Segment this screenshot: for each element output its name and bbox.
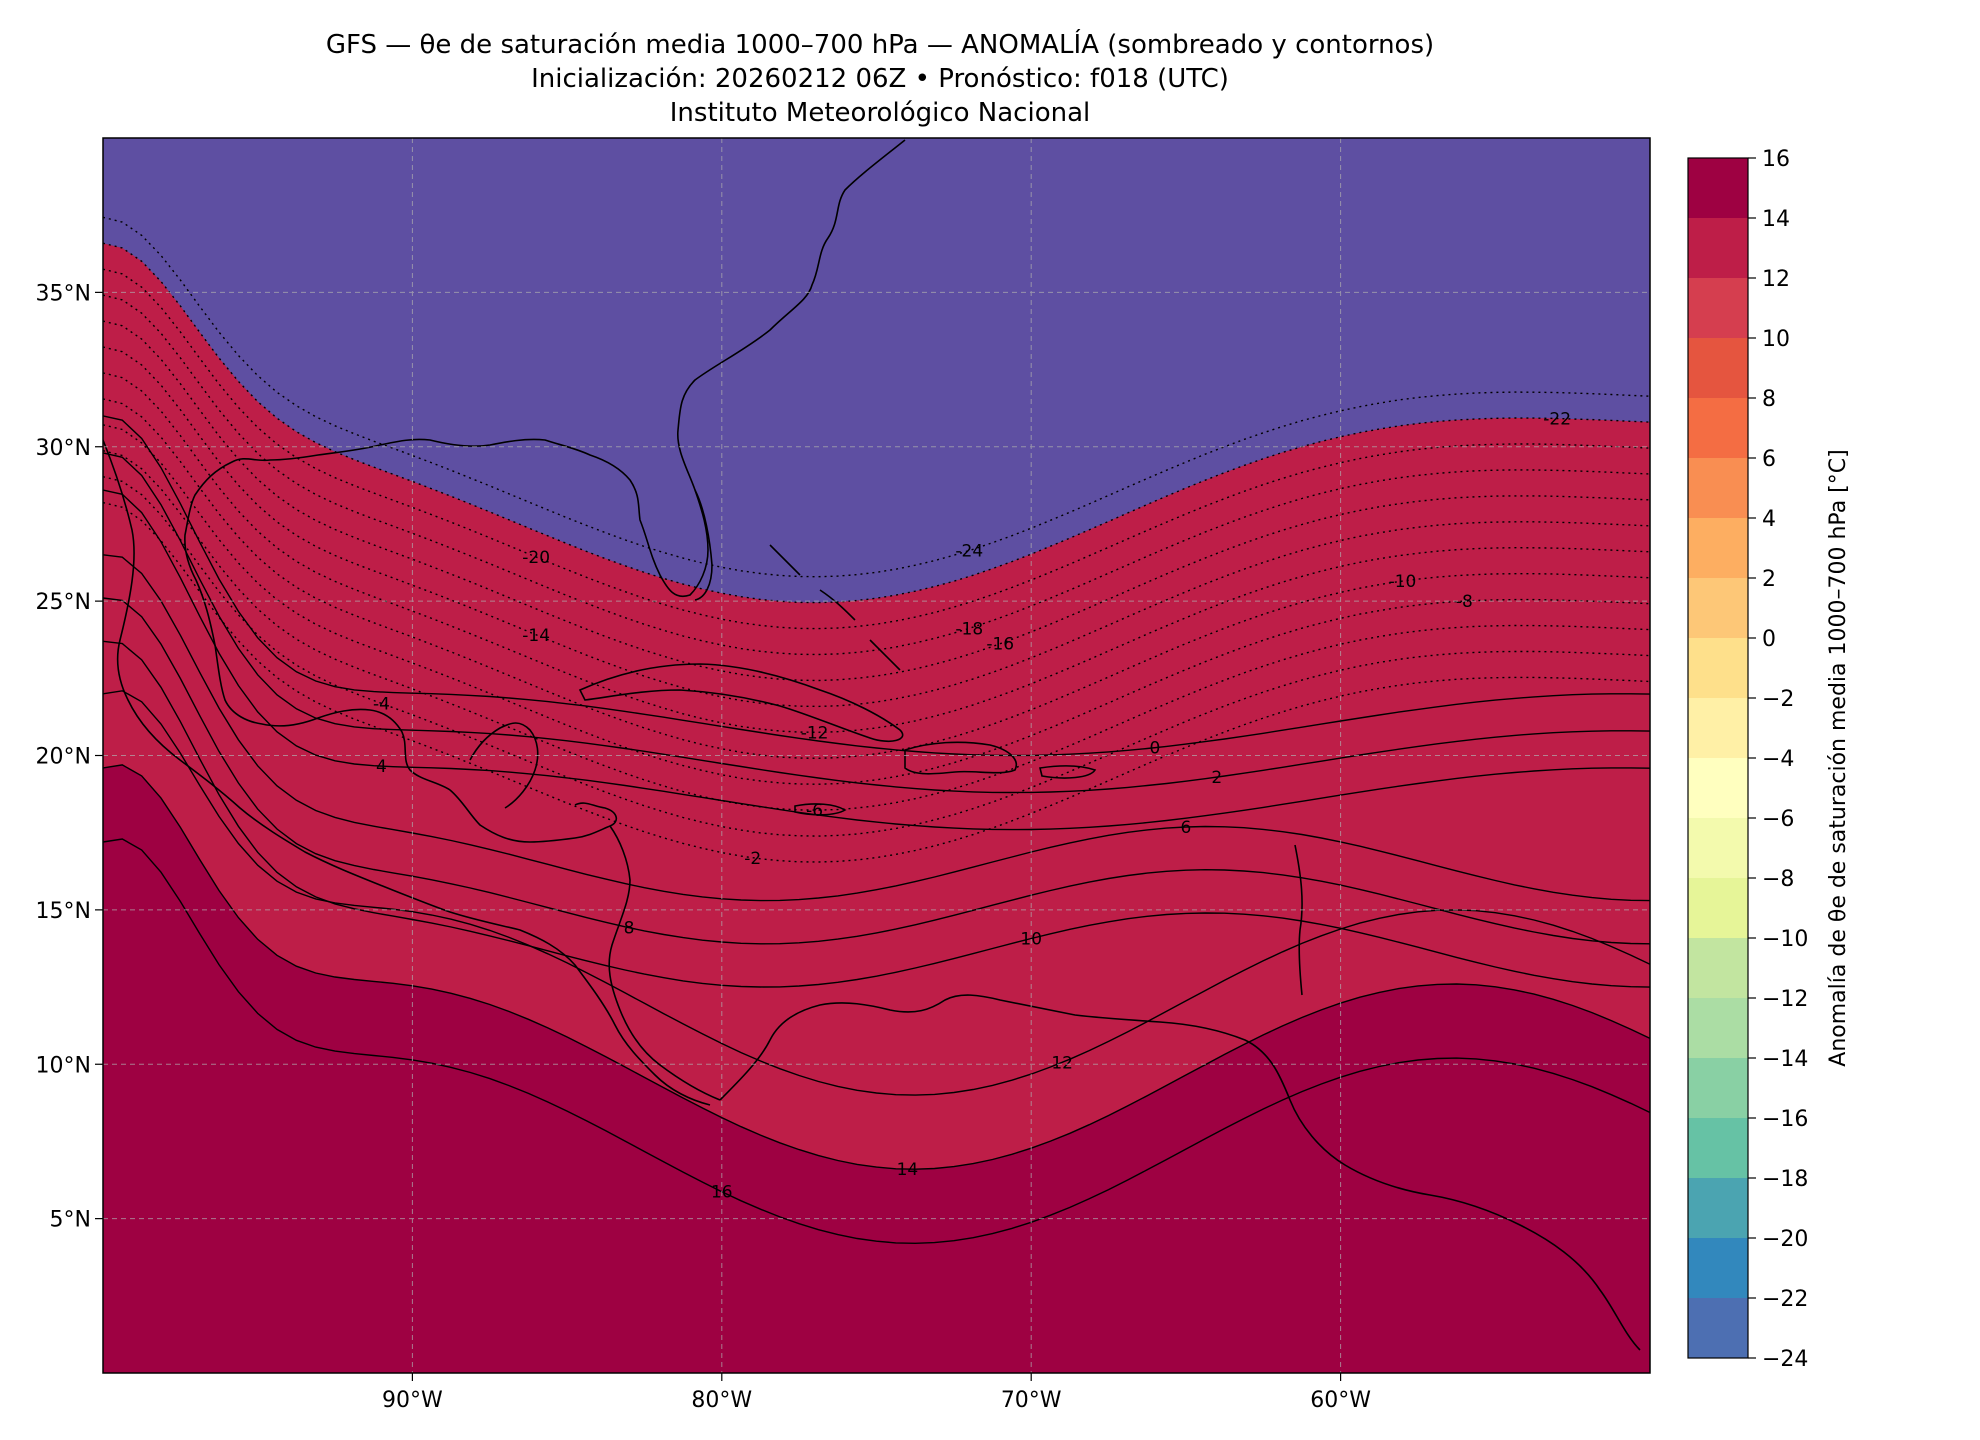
contour-label: 0 [1150, 739, 1161, 759]
lat-tick-label: 35°N [36, 281, 91, 306]
map-panel: -24-22-20-18-16-14-12-10-8-6-4-202468101… [36, 137, 1651, 1413]
colorbar-tick-label: −16 [1762, 1107, 1808, 1132]
contour-line [103, 597, 1650, 945]
contour-label: -18 [955, 619, 983, 639]
lat-tick-label: 5°N [50, 1208, 91, 1233]
lat-tick-label: 25°N [36, 590, 91, 615]
contour-line [103, 764, 1650, 1170]
contour-label: -10 [1389, 572, 1417, 592]
colorbar-tick-label: −24 [1762, 1347, 1808, 1372]
colorbar-tick-label: 10 [1762, 327, 1790, 352]
colorbar-tick-label: 14 [1762, 207, 1790, 232]
colorbar-tick-label: −4 [1762, 747, 1794, 772]
lat-tick-label: 15°N [36, 899, 91, 924]
colorbar-tick-label: −10 [1762, 927, 1808, 952]
colorbar-tick-label: −22 [1762, 1287, 1808, 1312]
colorbar-ticks: 16 14 12 10 8 6 4 2 0 −2 −4 −6 −8 −10 −12 −14 −16 −18 −20 −… [1748, 147, 1808, 1372]
contour-label: -20 [522, 548, 550, 568]
colorbar-band [1688, 998, 1748, 1059]
contour-label: -14 [522, 626, 550, 646]
colorbar-tick-label: 12 [1762, 267, 1790, 292]
colorbar-band [1688, 218, 1748, 279]
contour-label: -24 [955, 542, 983, 562]
lat-tick-label: 10°N [36, 1053, 91, 1078]
colorbar-band [1688, 458, 1748, 519]
colorbar-bands [1688, 158, 1748, 1359]
contour-label: -6 [806, 801, 823, 821]
colorbar-band [1688, 278, 1748, 339]
colorbar-tick-label: 2 [1762, 567, 1776, 592]
contour-label: 12 [1051, 1053, 1073, 1073]
colorbar-band [1688, 578, 1748, 639]
contour-label: 2 [1211, 768, 1222, 788]
colorbar-tick-label: 16 [1762, 147, 1790, 172]
contour-label: -12 [801, 723, 829, 743]
colorbar-tick-label: −8 [1762, 867, 1794, 892]
colorbar-band [1688, 518, 1748, 579]
colorbar-band [1688, 1178, 1748, 1239]
colorbar-band [1688, 1298, 1748, 1359]
colorbar-label: Anomalía de θe de saturación media 1000–… [1826, 449, 1851, 1066]
colorbar-band [1688, 878, 1748, 939]
colorbar-tick-label: −20 [1762, 1227, 1808, 1252]
contour-line [103, 554, 1650, 902]
figure-title: GFS — θe de saturación media 1000–700 hP… [100, 28, 1660, 130]
colorbar-tick-label: −14 [1762, 1047, 1808, 1072]
colorbar-band [1688, 698, 1748, 759]
colorbar-tick-label: 8 [1762, 387, 1776, 412]
lon-tick-label: 80°W [691, 1388, 752, 1413]
contour-label: -22 [1543, 410, 1571, 430]
colorbar-tick-label: 6 [1762, 447, 1776, 472]
colorbar: 16 14 12 10 8 6 4 2 0 −2 −4 −6 −8 −10 −12 −14 −16 −18 −20 −… [1687, 147, 1851, 1372]
contour-label: 4 [376, 757, 387, 777]
lon-tick-label: 70°W [1001, 1388, 1062, 1413]
colorbar-tick-label: −12 [1762, 987, 1808, 1012]
colorbar-tick-label: 0 [1762, 627, 1776, 652]
anomaly-shading-bands [103, 138, 1650, 1170]
lat-axis: 35°N 30°N 25°N 20°N 15°N 10°N 5°N [36, 281, 103, 1233]
lat-tick-label: 30°N [36, 436, 91, 461]
lat-tick-label: 20°N [36, 745, 91, 770]
contour-line [103, 690, 1650, 1096]
title-line-1: GFS — θe de saturación media 1000–700 hP… [325, 30, 1435, 60]
contour-label: -16 [986, 635, 1014, 655]
title-line-2: Inicialización: 20260212 06Z • Pronóstic… [531, 64, 1229, 94]
colorbar-tick-label: −2 [1762, 687, 1794, 712]
colorbar-tick-label: −6 [1762, 807, 1794, 832]
contour-label: -8 [1456, 592, 1473, 612]
coastlines [103, 139, 1641, 1351]
colorbar-band [1688, 758, 1748, 819]
contour-line [103, 489, 1650, 831]
contour-label: -4 [373, 694, 390, 714]
colorbar-band [1688, 638, 1748, 699]
contour-label: -2 [744, 849, 761, 869]
contour-line [103, 415, 1650, 757]
lon-axis: 90°W 80°W 70°W 60°W [382, 1373, 1371, 1413]
anomaly-band [103, 138, 1650, 603]
colorbar-band [1688, 338, 1748, 399]
contour-line [103, 452, 1650, 794]
contour-label: 14 [897, 1160, 919, 1180]
colorbar-band [1688, 818, 1748, 879]
gridlines [103, 138, 1650, 1373]
colorbar-band [1688, 938, 1748, 999]
contour-label: 6 [1180, 818, 1191, 838]
colorbar-band [1688, 1118, 1748, 1179]
contour-line [103, 640, 1650, 988]
colorbar-tick-label: 4 [1762, 507, 1776, 532]
title-line-3: Instituto Meteorológico Nacional [669, 98, 1091, 128]
colorbar-band [1688, 1238, 1748, 1299]
anomaly-contours: -24-22-20-18-16-14-12-10-8-6-4-202468101… [103, 216, 1650, 1245]
colorbar-band [1688, 1058, 1748, 1119]
lon-tick-label: 60°W [1310, 1388, 1371, 1413]
contour-label: 8 [624, 919, 635, 939]
lon-tick-label: 90°W [382, 1388, 443, 1413]
colorbar-band [1688, 398, 1748, 459]
colorbar-band [1688, 158, 1748, 219]
colorbar-tick-label: −18 [1762, 1167, 1808, 1192]
